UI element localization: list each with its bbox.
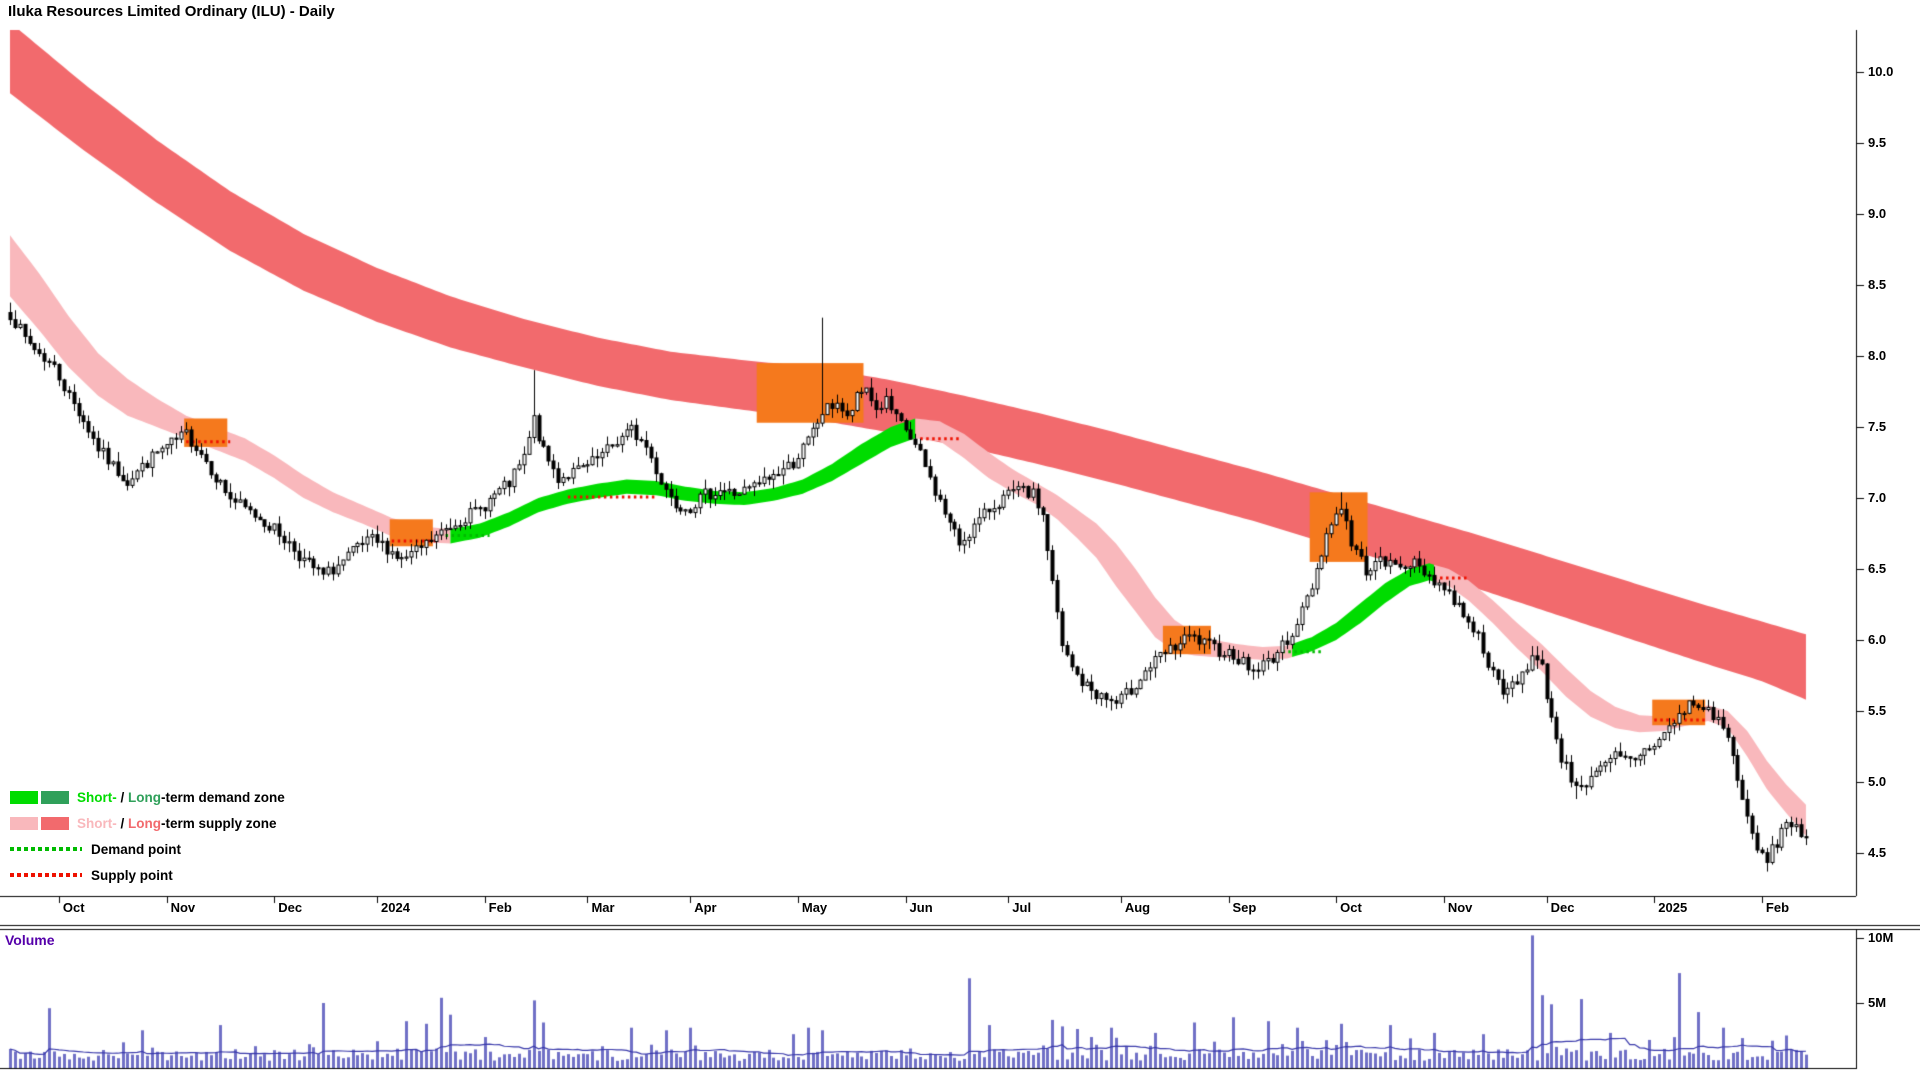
legend-supply-rest-text: -term supply zone	[161, 815, 277, 831]
legend-row-demand-point: Demand point	[10, 836, 285, 862]
date-tick-label: Mar	[591, 900, 615, 915]
volume-tick-label: 10M	[1868, 930, 1894, 945]
legend-demand-rest-text: -term demand zone	[161, 789, 285, 805]
date-tick-label: Feb	[1765, 900, 1790, 915]
legend-row-demand-zone: Short- / Long-term demand zone	[10, 784, 285, 810]
price-tick-label: 6.0	[1868, 632, 1887, 647]
date-tick-label: Sep	[1232, 900, 1257, 915]
date-tick-label: 2024	[381, 900, 410, 915]
volume-pane-label: Volume	[5, 932, 55, 948]
price-tick-label: 9.5	[1868, 135, 1887, 150]
price-tick-label: 4.5	[1868, 845, 1887, 860]
price-tick-label: 6.5	[1868, 561, 1887, 576]
supply-long-swatch	[41, 816, 69, 830]
legend-sep: /	[116, 789, 129, 805]
date-tick-label: Dec	[1550, 900, 1575, 915]
date-tick-label: Nov	[170, 900, 196, 915]
date-tick-label: 2025	[1658, 900, 1688, 915]
legend-row-supply-zone: Short- / Long-term supply zone	[10, 810, 285, 836]
legend-demand-zone-label: Short- / Long-term demand zone	[77, 790, 285, 805]
legend-supply-point-label: Supply point	[91, 867, 173, 883]
legend-demand-point-label: Demand point	[91, 841, 181, 857]
chart-title: Iluka Resources Limited Ordinary (ILU) -…	[8, 3, 335, 20]
price-tick-label: 5.5	[1868, 703, 1887, 718]
date-tick-label: Dec	[278, 900, 303, 915]
demand-long-swatch	[41, 790, 69, 804]
demand-point-line-icon	[10, 847, 82, 851]
date-tick-label: Oct	[1340, 900, 1362, 915]
legend-demand-short-text: Short-	[77, 789, 117, 805]
price-tick-label: 5.0	[1868, 774, 1887, 789]
legend-supply-zone-label: Short- / Long-term supply zone	[77, 816, 277, 831]
legend-supply-short-text: Short-	[77, 815, 117, 831]
volume-tick-label: 5M	[1868, 995, 1887, 1010]
legend-demand-long-text: Long	[128, 789, 162, 805]
chart-legend: Short- / Long-term demand zone Short- / …	[10, 784, 285, 888]
price-tick-label: 7.0	[1868, 490, 1887, 505]
price-tick-label: 7.5	[1868, 419, 1887, 434]
date-tick-label: Nov	[1447, 900, 1473, 915]
date-tick-label: Feb	[488, 900, 512, 915]
price-tick-label: 10.0	[1868, 64, 1894, 79]
date-tick-label: Oct	[62, 900, 85, 915]
date-tick-label: Jun	[909, 900, 933, 915]
demand-short-swatch	[10, 790, 38, 804]
legend-sep: /	[116, 815, 129, 831]
legend-supply-long-text: Long	[128, 815, 162, 831]
date-tick-label: Aug	[1124, 900, 1151, 915]
price-tick-label: 8.5	[1868, 277, 1887, 292]
price-tick-label: 8.0	[1868, 348, 1887, 363]
date-tick-label: Apr	[694, 900, 717, 915]
supply-short-swatch	[10, 816, 38, 830]
price-tick-label: 9.0	[1868, 206, 1887, 221]
date-tick-label: Jul	[1012, 900, 1032, 915]
supply-point-line-icon	[10, 873, 82, 877]
date-tick-label: May	[801, 900, 828, 915]
legend-row-supply-point: Supply point	[10, 862, 285, 888]
